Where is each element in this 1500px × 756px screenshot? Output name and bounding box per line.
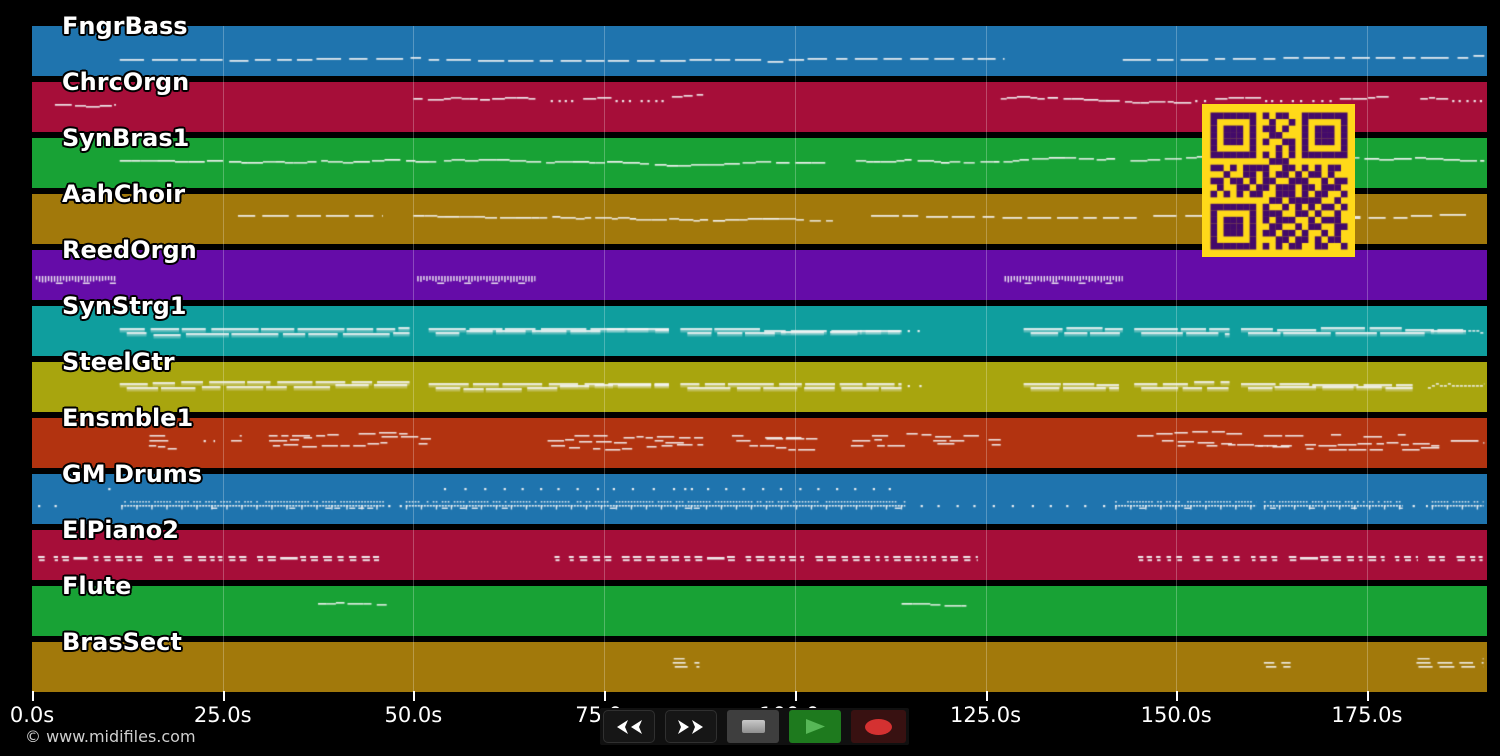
track-label: ReedOrgn (62, 236, 197, 264)
track-label: ChrcOrgn (62, 68, 190, 96)
stop-button[interactable] (727, 710, 779, 743)
record-button[interactable] (851, 710, 906, 743)
track-label: SynBras1 (62, 124, 190, 152)
track-label: SynStrg1 (62, 292, 187, 320)
track-label: Ensmble1 (62, 404, 194, 432)
track-label: FngrBass (62, 12, 188, 40)
qr-code (1202, 104, 1355, 257)
transport-bar (600, 708, 909, 745)
track-label: BrasSect (62, 628, 182, 656)
track-label: GM Drums (62, 460, 203, 488)
record-icon (865, 718, 892, 735)
stop-icon (741, 720, 765, 733)
play-button[interactable] (789, 710, 841, 743)
track-label: AahChoir (62, 180, 186, 208)
fast-forward-icon (678, 719, 703, 734)
track-label: SteelGtr (62, 348, 175, 376)
track-label: ElPiano2 (62, 516, 179, 544)
track-label: Flute (62, 572, 132, 600)
fast-forward-button[interactable] (665, 710, 717, 743)
rewind-icon (617, 719, 642, 734)
play-icon (806, 719, 825, 734)
rewind-button[interactable] (603, 710, 655, 743)
